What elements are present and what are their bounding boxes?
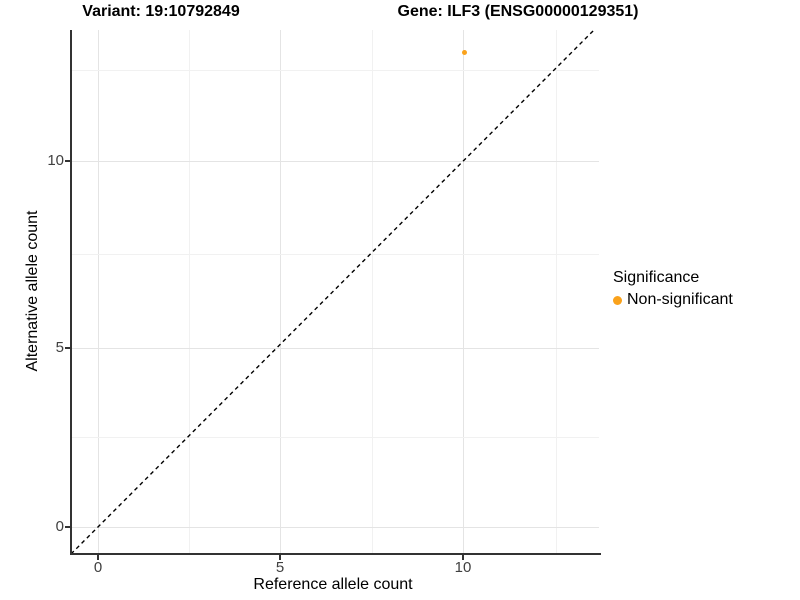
- plot-title-variant: Variant: 19:10792849: [82, 3, 240, 20]
- x-axis-title: Reference allele count: [253, 576, 413, 593]
- gridline-y-10: [72, 161, 599, 162]
- y-tick-label-10: 10: [47, 152, 64, 169]
- legend-item-label: Non-significant: [627, 291, 733, 308]
- gridline-y-minor-2p5: [72, 437, 599, 438]
- y-tick-0: [65, 526, 70, 528]
- x-tick-10: [462, 555, 464, 560]
- gridline-x-minor-2p5: [189, 30, 190, 553]
- x-axis-line: [70, 553, 601, 555]
- plot-title-gene: Gene: ILF3 (ENSG00000129351): [397, 3, 639, 20]
- gridline-x-10: [463, 30, 464, 553]
- gridline-y-minor-12p5: [72, 70, 599, 71]
- x-tick-0: [97, 555, 99, 560]
- legend: Significance Non-significant: [613, 269, 733, 309]
- identity-dashed-line: [70, 29, 595, 555]
- y-axis-line: [70, 30, 72, 555]
- legend-dot-icon: [613, 295, 622, 305]
- y-tick-5: [65, 347, 70, 349]
- data-point: [462, 50, 467, 55]
- legend-item-non-significant: Non-significant: [613, 291, 733, 309]
- gridline-x-minor-12p5: [556, 30, 557, 553]
- y-tick-10: [65, 160, 70, 162]
- gridline-y-minor-7p5: [72, 254, 599, 255]
- legend-title: Significance: [613, 269, 700, 286]
- x-tick-5: [279, 555, 281, 560]
- x-tick-label-0: 0: [93, 559, 103, 576]
- gridline-y-0: [72, 527, 599, 528]
- gridline-x-0: [98, 30, 99, 553]
- gridline-y-5: [72, 348, 599, 349]
- y-tick-label-5: 5: [55, 339, 64, 356]
- y-tick-label-0: 0: [55, 518, 64, 535]
- y-axis-title: Alternative allele count: [24, 210, 41, 372]
- x-tick-label-5: 5: [275, 559, 285, 576]
- gridline-x-5: [280, 30, 281, 553]
- plot-panel: [70, 29, 599, 555]
- gridline-x-minor-7p5: [372, 30, 373, 553]
- x-tick-label-10: 10: [454, 559, 472, 576]
